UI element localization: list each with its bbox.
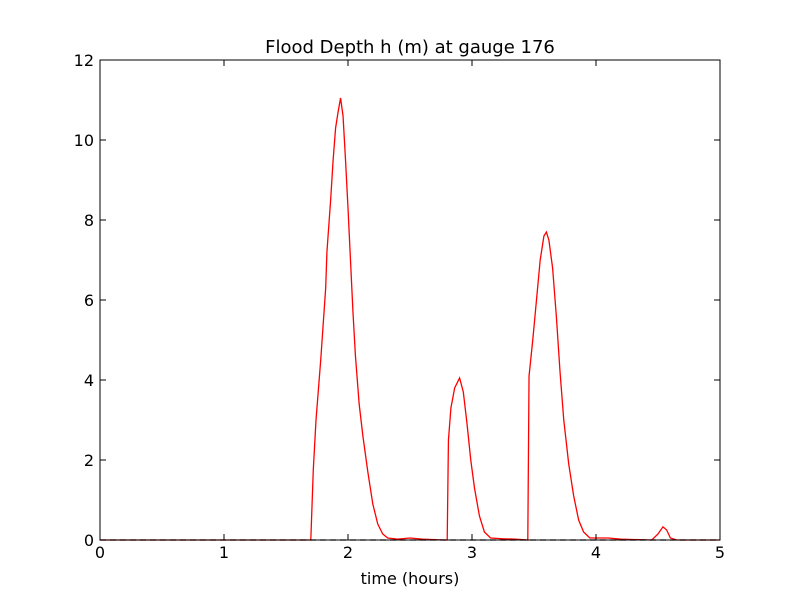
x-tick-label: 5 [715,543,725,562]
x-tick-label: 4 [591,543,601,562]
y-tick-label: 0 [84,531,94,550]
x-tick-label: 3 [467,543,477,562]
y-tick-label: 6 [84,291,94,310]
y-tick-label: 12 [74,51,94,70]
x-axis-label: time (hours) [361,569,460,588]
x-tick-label: 2 [343,543,353,562]
y-tick-label: 2 [84,451,94,470]
y-tick-label: 10 [74,131,94,150]
data-line [100,97,720,541]
x-tick-label: 1 [219,543,229,562]
x-tick-label: 0 [95,543,105,562]
y-tick-label: 8 [84,211,94,230]
chart-title: Flood Depth h (m) at gauge 176 [265,37,555,58]
y-tick-label: 4 [84,371,94,390]
